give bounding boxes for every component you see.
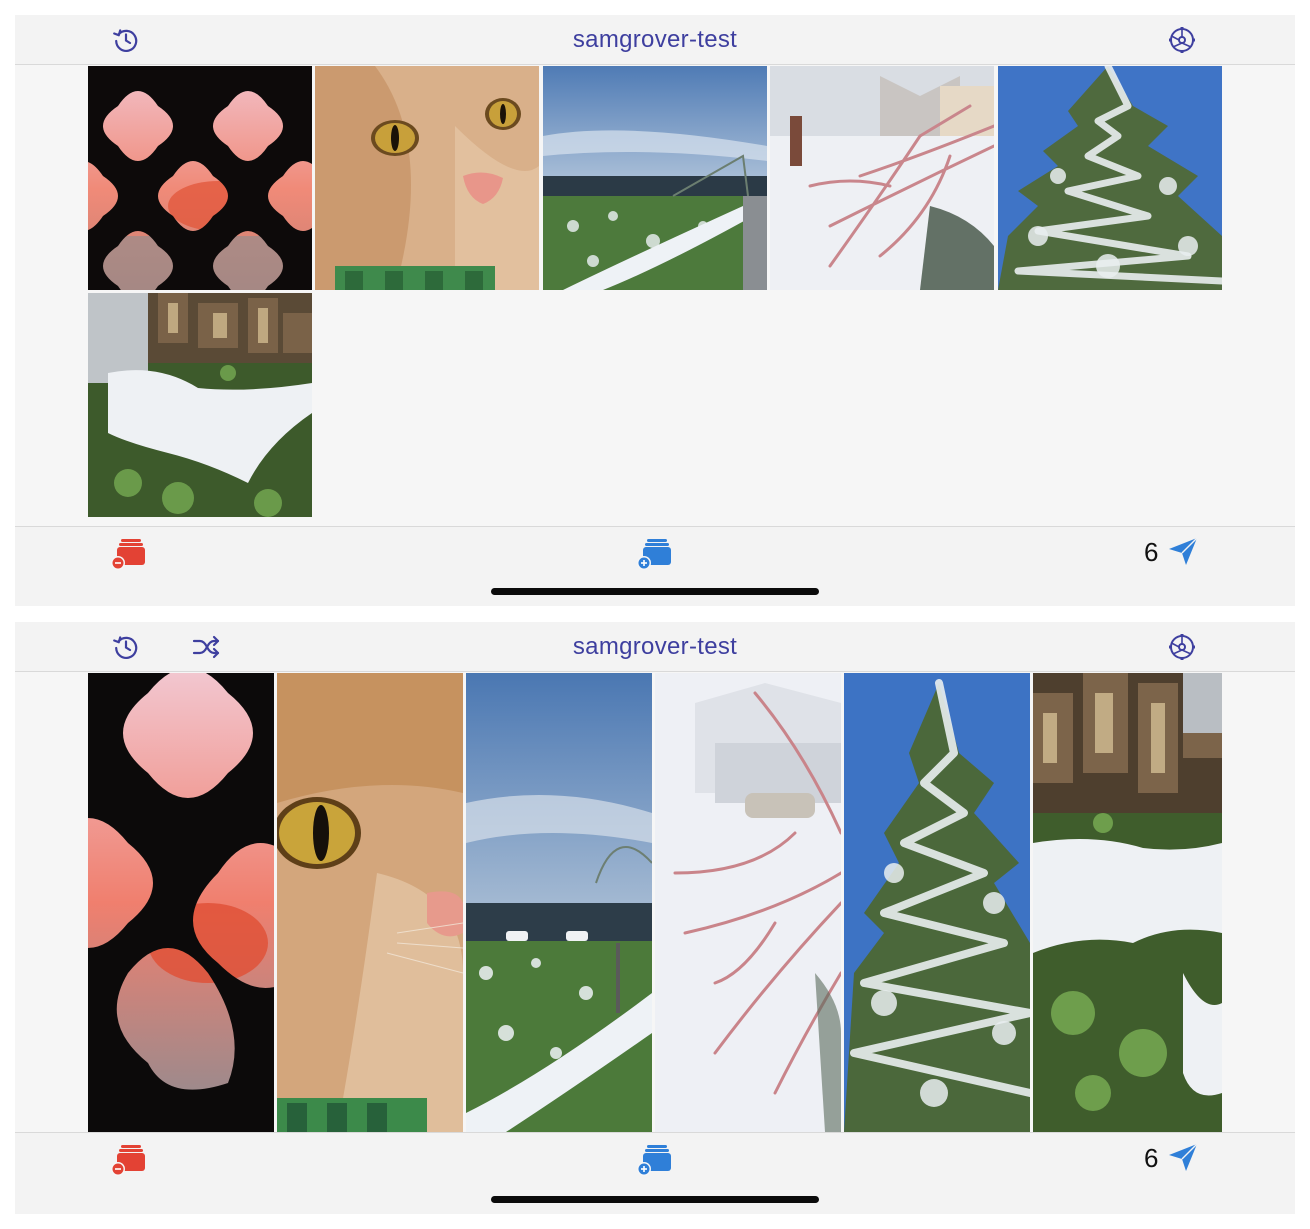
photo-woodpile-snow[interactable] bbox=[1033, 673, 1222, 1132]
gear-icon[interactable] bbox=[1167, 25, 1197, 55]
screen-strip: samgrover-test bbox=[15, 622, 1295, 1214]
page-title: samgrover-test bbox=[572, 633, 738, 660]
shuffle-icon[interactable] bbox=[191, 632, 221, 662]
home-indicator bbox=[491, 1196, 819, 1203]
add-stack-icon[interactable] bbox=[637, 537, 673, 571]
photo-orange-cat[interactable] bbox=[277, 673, 463, 1132]
page-title: samgrover-test bbox=[572, 26, 738, 53]
history-icon[interactable] bbox=[111, 25, 141, 55]
remove-stack-icon[interactable] bbox=[111, 1143, 147, 1177]
photo-orange-cat[interactable] bbox=[315, 66, 539, 290]
photo-woodpile-snow[interactable] bbox=[88, 293, 312, 517]
top-bar: samgrover-test bbox=[15, 15, 1295, 65]
selected-count: 6 bbox=[1144, 1143, 1159, 1173]
photo-frosted-branches[interactable] bbox=[770, 66, 994, 290]
photo-frosted-tree[interactable] bbox=[844, 673, 1030, 1132]
photo-snowy-field[interactable] bbox=[543, 66, 767, 290]
bottom-bar: 6 bbox=[15, 526, 1295, 606]
add-stack-icon[interactable] bbox=[637, 1143, 673, 1177]
home-indicator bbox=[491, 588, 819, 595]
paper-plane-icon[interactable] bbox=[1167, 535, 1199, 567]
remove-stack-icon[interactable] bbox=[111, 537, 147, 571]
bottom-bar: 6 bbox=[15, 1132, 1295, 1214]
photo-frosted-tree[interactable] bbox=[998, 66, 1222, 290]
history-icon[interactable] bbox=[111, 632, 141, 662]
screen-grid: samgrover-test bbox=[15, 15, 1295, 606]
top-bar: samgrover-test bbox=[15, 622, 1295, 672]
photo-lattice-sunset[interactable] bbox=[88, 673, 274, 1132]
gear-icon[interactable] bbox=[1167, 632, 1197, 662]
photo-snowy-field[interactable] bbox=[466, 673, 652, 1132]
photo-frosted-branches[interactable] bbox=[655, 673, 841, 1132]
photo-lattice-sunset[interactable] bbox=[88, 66, 312, 290]
photo-grid bbox=[88, 66, 1222, 518]
paper-plane-icon[interactable] bbox=[1167, 1141, 1199, 1173]
photo-strip bbox=[88, 673, 1222, 1132]
selected-count: 6 bbox=[1144, 537, 1159, 567]
